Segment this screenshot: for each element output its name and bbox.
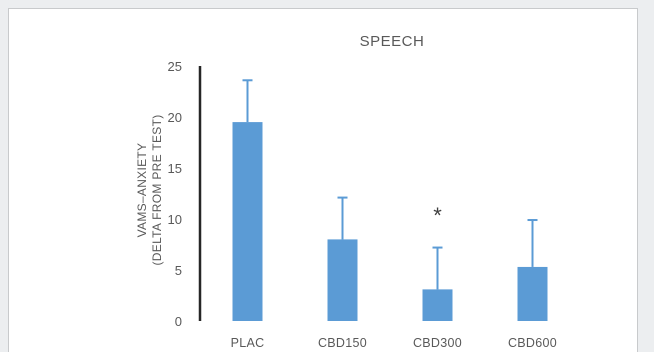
- bar-cbd300: [422, 289, 453, 321]
- x-tick-label: CBD150: [318, 336, 367, 350]
- significance-marker: *: [433, 203, 442, 228]
- chart-title: SPEECH: [360, 33, 425, 50]
- bar-plac: [232, 122, 263, 321]
- bar-cbd600: [517, 266, 548, 321]
- bar-cbd150: [327, 239, 358, 321]
- y-tick-label: 15: [168, 161, 182, 176]
- y-tick-label: 20: [168, 110, 182, 125]
- x-tick-label: CBD300: [413, 336, 462, 350]
- y-tick-label: 0: [175, 314, 182, 329]
- y-tick-label: 25: [168, 59, 182, 74]
- y-tick-label: 5: [175, 263, 182, 278]
- y-tick-label: 10: [168, 212, 182, 227]
- y-axis-label-sub: (DELTA FROM PRE TEST): [150, 115, 164, 266]
- x-tick-label: PLAC: [231, 336, 265, 350]
- x-tick-label: CBD600: [508, 336, 557, 350]
- y-axis-label: VAMS–ANXIETY: [135, 143, 149, 238]
